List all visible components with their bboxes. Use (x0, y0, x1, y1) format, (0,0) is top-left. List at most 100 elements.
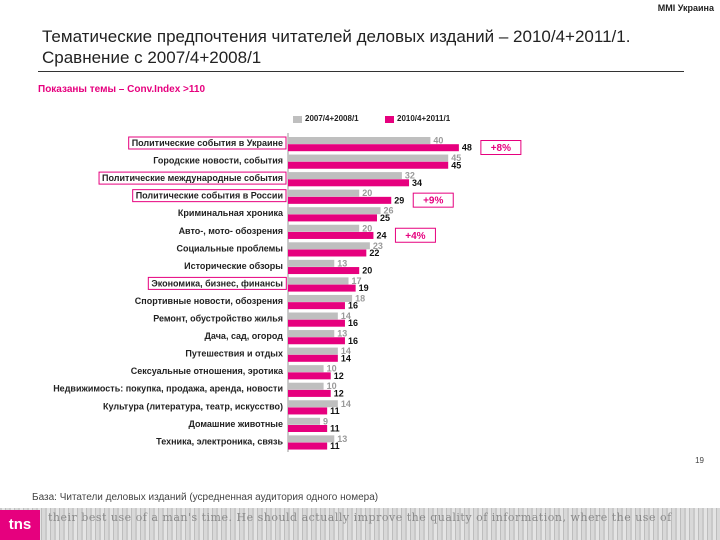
value-label-2010: 45 (451, 160, 461, 170)
category-label: Экономика, бизнес, финансы (151, 278, 283, 288)
bar-2007 (288, 400, 338, 408)
category-label: Социальные проблемы (176, 243, 283, 253)
value-label-2010: 11 (330, 406, 340, 416)
value-label-2010: 22 (369, 248, 379, 258)
tns-logo: tns (0, 510, 40, 540)
value-label-2010: 14 (341, 353, 351, 363)
category-label: Путешествия и отдых (185, 349, 283, 359)
bar-2007 (288, 435, 335, 443)
value-label-2010: 34 (412, 178, 422, 188)
value-label-2010: 16 (348, 336, 358, 346)
bar-2010 (288, 442, 328, 450)
bar-2010 (288, 196, 392, 204)
change-badge-box (394, 227, 436, 243)
value-label-2010: 16 (348, 318, 358, 328)
category-label: Исторические обзоры (184, 261, 283, 271)
value-label-2007: 26 (384, 206, 394, 216)
brand-label: MMI Украина (657, 3, 714, 13)
value-label-2007: 40 (433, 136, 443, 146)
value-label-2007: 23 (373, 241, 383, 251)
value-label-2007: 14 (341, 346, 351, 356)
bar-2010 (288, 425, 328, 432)
bar-2007 (288, 189, 360, 197)
change-badge-text: +4% (405, 231, 425, 242)
value-label-2010: 11 (330, 424, 340, 434)
value-label-2007: 13 (337, 434, 347, 444)
category-highlight-box (147, 276, 287, 290)
category-label: Политические события в Украине (132, 138, 283, 148)
title-line-1: Тематические предпочтения читателей дело… (42, 27, 631, 46)
value-label-2007: 9 (323, 416, 328, 426)
category-label: Недвижимость: покупка, продажа, аренда, … (53, 384, 283, 394)
legend-label-2007: 2007/4+2008/1 (305, 114, 359, 123)
bar-2010 (288, 161, 449, 169)
value-label-2007: 18 (355, 293, 365, 303)
legend-swatch-2010 (385, 116, 394, 123)
title-divider (38, 71, 684, 72)
value-label-2007: 32 (405, 171, 415, 181)
value-label-2007: 45 (451, 153, 461, 163)
category-highlight-box (98, 171, 287, 185)
bar-2010 (288, 302, 345, 310)
category-label: Городские новости, события (153, 156, 283, 166)
bar-2007 (288, 277, 349, 285)
value-label-2010: 19 (359, 283, 369, 293)
value-label-2010: 12 (334, 371, 344, 381)
bar-chart: Политические события в Украине 40 48 Городс… (53, 133, 522, 452)
bar-2010 (288, 214, 377, 222)
change-badge-box (480, 140, 522, 155)
legend-label-2010: 2010/4+2011/1 (397, 114, 451, 123)
bar-2010 (288, 372, 331, 380)
bar-2007 (288, 382, 324, 390)
bar-2007 (288, 330, 335, 338)
change-badge-text: +9% (423, 196, 443, 207)
change-badge-box (412, 192, 454, 208)
chart-legend: 2007/4+2008/1 2010/4+2011/1 (0, 113, 720, 127)
bar-2010 (288, 407, 328, 415)
category-highlight-box (132, 189, 287, 203)
bar-2007 (288, 242, 370, 250)
bar-2007 (288, 207, 381, 215)
bar-2010 (288, 354, 338, 362)
bar-2007 (288, 417, 321, 425)
value-label-2010: 20 (362, 266, 372, 276)
footer-base-note: База: Читатели деловых изданий (усреднен… (32, 492, 379, 503)
photo-newspaper-text: their best use of a man's time. He shoul… (48, 511, 672, 524)
page-number: 19 (695, 456, 704, 465)
value-label-2007: 13 (337, 329, 347, 339)
value-label-2010: 48 (462, 143, 472, 153)
category-label: Сексуальные отношения, эротика (131, 366, 284, 376)
value-label-2010: 24 (376, 230, 386, 240)
category-label: Ремонт, обустройство жилья (153, 314, 283, 324)
chart-subtitle: Показаны темы – Conv.Index >110 (38, 84, 206, 95)
value-label-2010: 12 (334, 388, 344, 398)
category-label: Спортивные новости, обозрения (135, 296, 283, 306)
bar-2007 (288, 172, 402, 180)
value-label-2007: 14 (341, 399, 351, 409)
newspaper-photo-strip: their best use of a man's time. He shoul… (0, 508, 720, 540)
category-label: Авто-, мото- обозрения (179, 226, 283, 236)
value-label-2007: 10 (327, 364, 337, 374)
bar-2010 (288, 267, 360, 275)
bar-2010 (288, 231, 374, 239)
bar-2010 (288, 319, 345, 327)
bar-2007 (288, 137, 431, 144)
bar-2010 (288, 144, 459, 152)
bar-2007 (288, 294, 353, 302)
bar-2007 (288, 347, 338, 355)
bar-2010 (288, 389, 331, 397)
category-label: Домашние животные (188, 419, 283, 429)
category-label: Техника, электроника, связь (156, 436, 283, 446)
value-label-2010: 29 (394, 195, 404, 205)
category-label: Политические международные события (102, 173, 283, 183)
title-line-2: Сравнение с 2007/4+2008/1 (42, 48, 262, 67)
value-label-2007: 17 (352, 276, 362, 286)
bar-2010 (288, 337, 345, 345)
page-title: Тематические предпочтения читателей дело… (42, 26, 682, 68)
bar-2007 (288, 224, 360, 232)
category-highlight-box (128, 136, 287, 150)
legend-swatch-2007 (293, 116, 302, 123)
value-label-2007: 20 (362, 188, 372, 198)
category-label: Культура (литература, театр, искусство) (103, 401, 283, 411)
category-label: Криминальная хроника (178, 208, 284, 218)
